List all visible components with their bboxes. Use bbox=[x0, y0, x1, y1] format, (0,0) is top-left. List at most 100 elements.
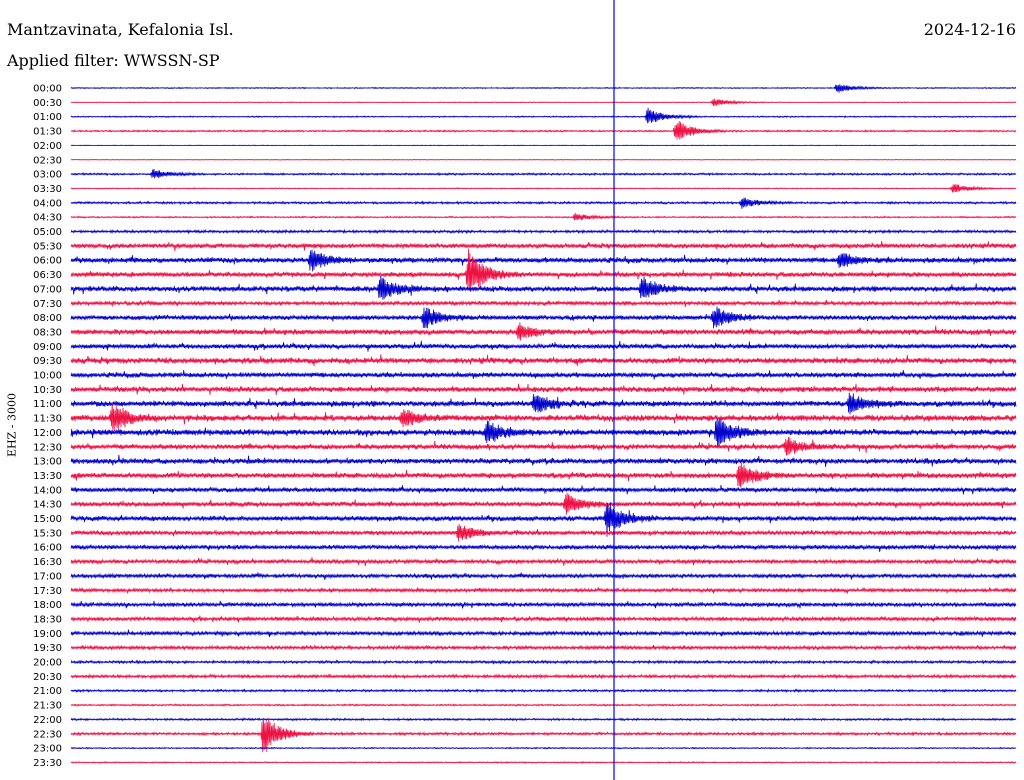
seismogram-trace bbox=[70, 436, 1017, 456]
seismogram-trace bbox=[70, 369, 1017, 380]
trace-time-label: 22:00 bbox=[33, 715, 62, 726]
seismogram-trace bbox=[70, 523, 1017, 542]
trace-time-label: 07:30 bbox=[33, 299, 62, 310]
trace-time-label: 08:00 bbox=[33, 313, 62, 324]
seismogram-trace bbox=[70, 703, 1017, 707]
trace-time-label: 18:00 bbox=[33, 600, 62, 611]
seismogram-trace bbox=[70, 644, 1017, 652]
trace-time-label: 23:30 bbox=[33, 758, 62, 769]
trace-time-label: 19:30 bbox=[33, 643, 62, 654]
trace-time-label: 04:00 bbox=[33, 198, 62, 209]
seismogram-trace bbox=[70, 462, 1017, 488]
seismogram-trace bbox=[70, 746, 1017, 750]
seismogram-trace bbox=[70, 121, 1017, 140]
seismogram-trace bbox=[70, 761, 1017, 764]
trace-time-label: 06:30 bbox=[33, 270, 62, 281]
seismogram-trace bbox=[70, 718, 1017, 753]
seismogram-trace bbox=[70, 158, 1017, 161]
trace-time-label: 01:00 bbox=[33, 112, 62, 123]
seismogram-trace bbox=[70, 212, 1017, 221]
trace-time-label: 02:30 bbox=[33, 155, 62, 166]
date-label: 2024-12-16 bbox=[923, 20, 1016, 39]
trace-time-label: 03:30 bbox=[33, 184, 62, 195]
seismogram-trace bbox=[70, 322, 1017, 341]
seismogram-trace bbox=[70, 249, 1017, 272]
seismogram-trace bbox=[70, 572, 1017, 580]
seismogram-trace bbox=[70, 240, 1017, 252]
trace-time-label: 19:00 bbox=[33, 629, 62, 640]
seismogram-trace bbox=[70, 557, 1017, 567]
trace-time-label: 11:00 bbox=[33, 399, 62, 410]
seismogram-trace bbox=[70, 98, 1017, 107]
trace-time-label: 12:30 bbox=[33, 442, 62, 453]
trace-time-label: 02:00 bbox=[33, 141, 62, 152]
seismogram-trace bbox=[70, 454, 1017, 467]
trace-time-label: 03:00 bbox=[33, 170, 62, 181]
seismogram-trace bbox=[70, 600, 1017, 609]
trace-time-label: 06:00 bbox=[33, 256, 62, 267]
trace-time-label: 15:00 bbox=[33, 514, 62, 525]
trace-time-label: 20:00 bbox=[33, 658, 62, 669]
trace-time-label: 18:30 bbox=[33, 614, 62, 625]
trace-time-label: 16:00 bbox=[33, 543, 62, 554]
trace-time-label: 21:30 bbox=[33, 701, 62, 712]
trace-time-label: 22:30 bbox=[33, 729, 62, 740]
trace-time-label: 20:30 bbox=[33, 672, 62, 683]
seismogram-trace bbox=[70, 402, 1017, 432]
seismogram-trace bbox=[70, 717, 1017, 722]
station-title: Mantzavinata, Kefalonia Isl. bbox=[7, 20, 234, 39]
seismogram-trace bbox=[70, 673, 1017, 680]
trace-time-label: 00:00 bbox=[33, 84, 62, 95]
trace-time-label: 10:00 bbox=[33, 371, 62, 382]
seismogram-trace bbox=[70, 228, 1017, 235]
seismogram-trace bbox=[70, 168, 1017, 179]
seismogram-trace bbox=[70, 248, 1017, 293]
trace-time-label: 00:30 bbox=[33, 98, 62, 109]
trace-time-label: 13:00 bbox=[33, 457, 62, 468]
seismogram-trace bbox=[70, 615, 1017, 623]
trace-time-label: 14:30 bbox=[33, 500, 62, 511]
trace-time-label: 11:30 bbox=[33, 414, 62, 425]
seismogram-trace bbox=[70, 629, 1017, 637]
trace-time-label: 13:30 bbox=[33, 471, 62, 482]
seismogram-trace bbox=[70, 306, 1017, 329]
trace-time-label: 17:30 bbox=[33, 586, 62, 597]
trace-time-label: 04:30 bbox=[33, 213, 62, 224]
seismogram-trace bbox=[70, 485, 1017, 495]
trace-time-label: 05:00 bbox=[33, 227, 62, 238]
seismogram-trace bbox=[70, 502, 1017, 537]
trace-time-label: 15:30 bbox=[33, 528, 62, 539]
seismogram-trace bbox=[70, 383, 1017, 395]
trace-time-label: 12:00 bbox=[33, 428, 62, 439]
trace-time-label: 21:00 bbox=[33, 686, 62, 697]
seismogram-trace bbox=[70, 586, 1017, 594]
trace-time-label: 23:00 bbox=[33, 744, 62, 755]
seismogram-trace bbox=[70, 197, 1017, 209]
seismogram-trace bbox=[70, 144, 1017, 147]
trace-time-label: 09:30 bbox=[33, 356, 62, 367]
trace-time-label: 16:30 bbox=[33, 557, 62, 568]
seismogram-trace bbox=[70, 276, 1017, 300]
seismogram-trace bbox=[70, 688, 1017, 694]
seismogram-trace bbox=[70, 299, 1017, 308]
seismogram-trace bbox=[70, 84, 1017, 93]
seismogram-trace bbox=[70, 492, 1017, 515]
trace-time-label: 14:00 bbox=[33, 485, 62, 496]
filter-label: Applied filter: WWSSN-SP bbox=[7, 51, 220, 70]
seismogram-trace bbox=[70, 107, 1017, 124]
seismogram-trace bbox=[70, 340, 1017, 352]
trace-time-label: 17:00 bbox=[33, 571, 62, 582]
trace-time-label: 08:30 bbox=[33, 327, 62, 338]
trace-time-label: 01:30 bbox=[33, 127, 62, 138]
trace-time-label: 10:30 bbox=[33, 385, 62, 396]
trace-time-label: 05:30 bbox=[33, 241, 62, 252]
seismogram-trace bbox=[70, 418, 1017, 449]
seismogram-trace bbox=[70, 392, 1017, 415]
seismogram-trace bbox=[70, 659, 1017, 665]
trace-time-label: 07:00 bbox=[33, 284, 62, 295]
trace-time-label: 09:00 bbox=[33, 342, 62, 353]
seismogram-trace bbox=[70, 184, 1017, 193]
seismogram-trace bbox=[70, 354, 1017, 367]
seismogram-trace bbox=[70, 543, 1017, 553]
